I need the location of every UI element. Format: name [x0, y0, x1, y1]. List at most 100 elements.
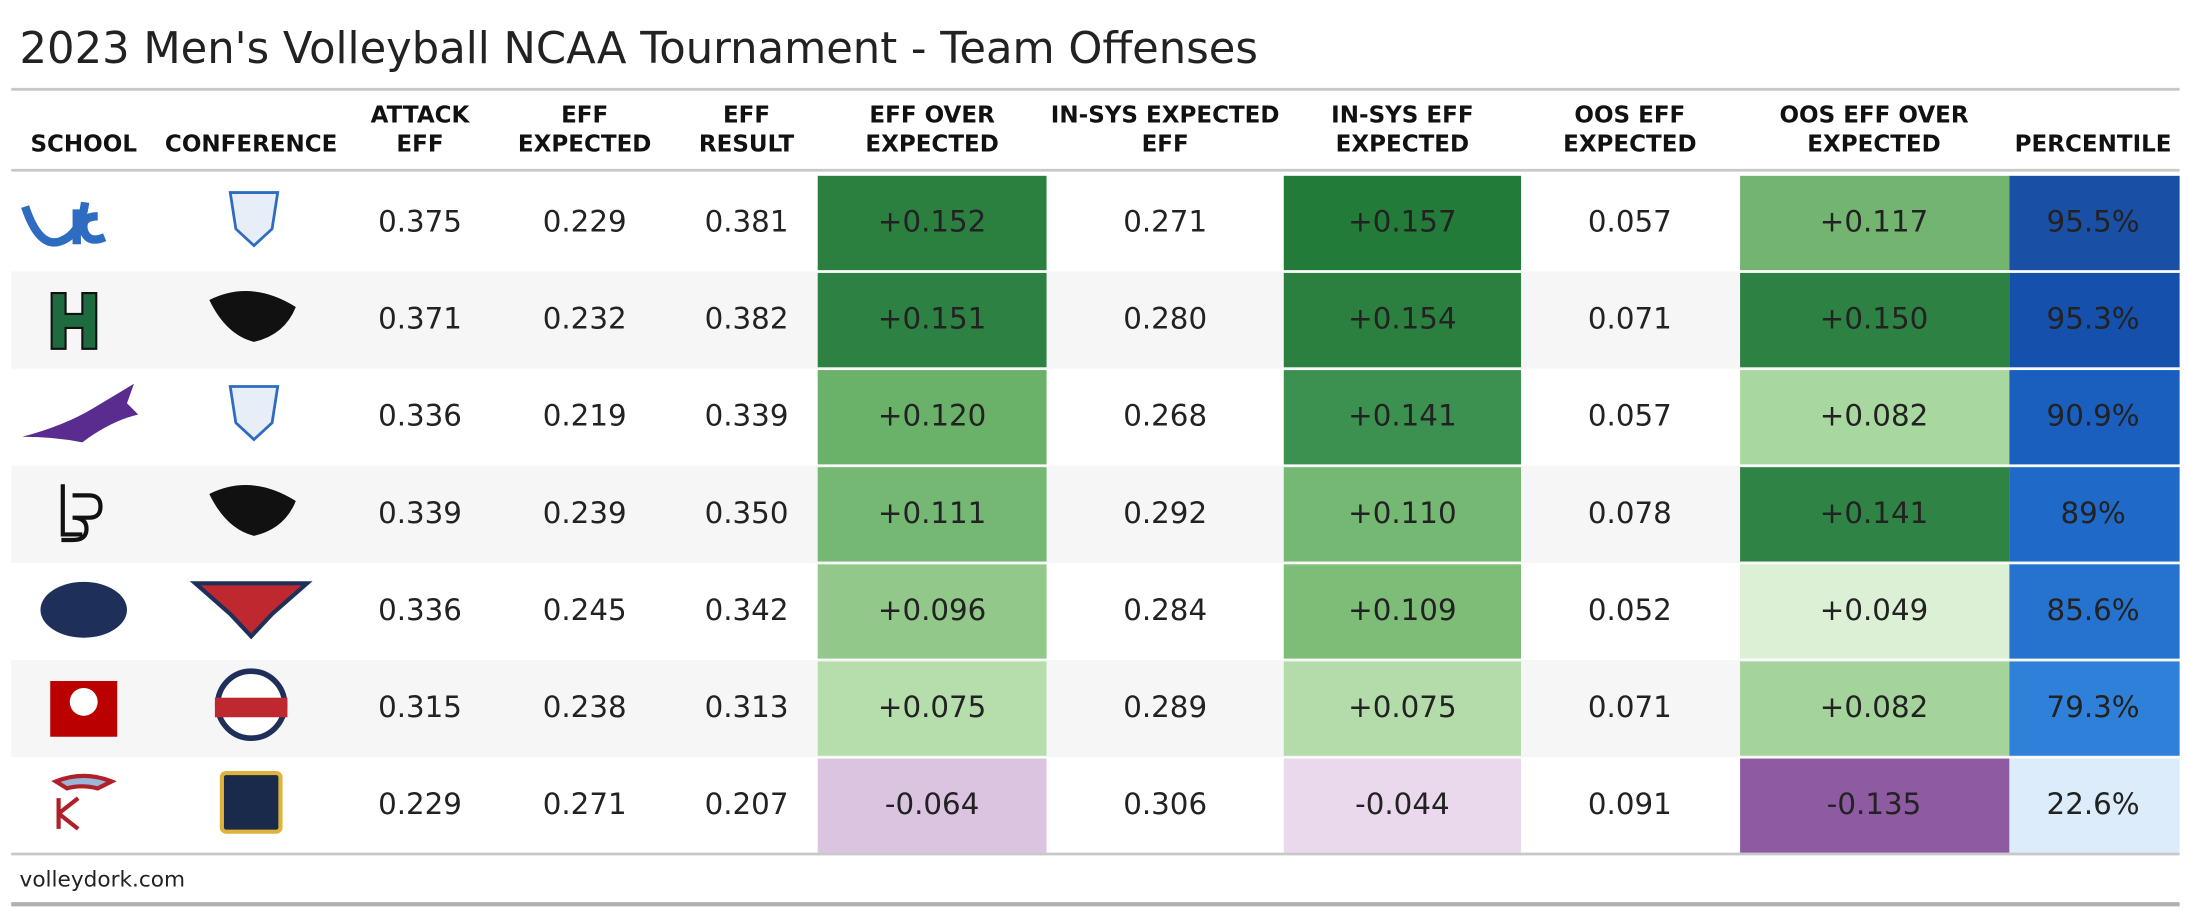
cell-value: 0.271 [1123, 204, 1207, 238]
column-header: PERCENTILE [2015, 132, 2172, 158]
cell-value: 0.339 [378, 496, 462, 530]
cell-fill [817, 272, 1047, 368]
conference-logo-band [214, 697, 288, 718]
cell-value: 0.071 [1588, 302, 1672, 336]
cell-fill [1740, 661, 2010, 756]
school-logo [60, 484, 103, 543]
cell-fill [2009, 272, 2180, 368]
cell-value: 0.375 [378, 204, 462, 238]
cell-value: 0.371 [378, 302, 462, 336]
cell-value: 85.6% [2047, 593, 2140, 627]
cell-value: 0.091 [1588, 787, 1672, 821]
school-logo [51, 773, 117, 831]
cell-value: 0.339 [705, 399, 789, 433]
cell-value: -0.064 [885, 787, 979, 821]
cell-fill [817, 467, 1047, 562]
cell-value: 0.078 [1588, 496, 1672, 530]
cell-value: 0.207 [705, 787, 789, 821]
cell-value: +0.096 [878, 593, 986, 627]
cell-value: 0.292 [1123, 496, 1207, 530]
cell-fill [1740, 370, 2010, 465]
cell-value: +0.154 [1348, 302, 1456, 336]
cell-value: 0.382 [705, 302, 789, 336]
conference-logo [228, 385, 280, 442]
cell-value: 90.9% [2047, 399, 2140, 433]
school-logo [21, 201, 107, 247]
source-note: volleydork.com [20, 868, 185, 893]
cell-value: 0.289 [1123, 690, 1207, 724]
column-header: IN-SYS EXPECTED [1051, 102, 1280, 128]
cell-value: 0.232 [543, 302, 627, 336]
cell-value: -0.135 [1827, 787, 1921, 821]
cell-fill [817, 175, 1047, 271]
cell-value: 95.5% [2047, 204, 2140, 238]
cell-value: +0.157 [1348, 204, 1456, 238]
cell-value: 0.381 [705, 204, 789, 238]
cell-value: 0.280 [1123, 302, 1207, 336]
title: 2023 Men's Volleyball NCAA Tournament - … [20, 24, 1258, 74]
column-header: EXPECTED [1563, 132, 1696, 158]
cell-fill [817, 758, 1047, 853]
cell-fill [1740, 564, 2010, 659]
conference-logo [209, 485, 296, 536]
cell-fill [1740, 467, 2010, 562]
cell-value: +0.082 [1820, 690, 1928, 724]
cell-value: 0.229 [543, 204, 627, 238]
column-header: EFF OVER [869, 102, 995, 128]
cell-value: 0.239 [543, 496, 627, 530]
cell-value: +0.141 [1820, 496, 1928, 530]
column-header: EXPECTED [1336, 132, 1469, 158]
school-logo [22, 383, 139, 443]
school-logo [40, 581, 127, 638]
cell-value: +0.111 [878, 496, 986, 530]
column-header: IN-SYS EFF [1331, 102, 1473, 128]
cell-value: 0.219 [543, 399, 627, 433]
cell-fill [1283, 175, 1521, 271]
cell-fill [2009, 758, 2180, 853]
column-header: EXPECTED [865, 132, 998, 158]
cell-value: +0.152 [878, 204, 986, 238]
cell-value: +0.110 [1348, 496, 1456, 530]
school-logo [50, 291, 98, 350]
cell-value: +0.082 [1820, 399, 1928, 433]
column-header: EFF [723, 102, 770, 128]
cell-fill [1283, 661, 1521, 756]
cell-value: 0.057 [1588, 399, 1672, 433]
cell-value: 89% [2061, 496, 2126, 530]
conference-logo [219, 770, 283, 834]
cell-fill [817, 370, 1047, 465]
cell-fill [1283, 564, 1521, 659]
cell-fill [1283, 370, 1521, 465]
cell-fill [1283, 758, 1521, 853]
column-header: OOS EFF OVER [1779, 102, 1968, 128]
column-header: EXPECTED [518, 132, 651, 158]
cell-fill [1283, 467, 1521, 562]
cell-value: 0.350 [705, 496, 789, 530]
cell-value: +0.049 [1820, 593, 1928, 627]
cell-fill [2009, 175, 2180, 271]
column-header: CONFERENCE [165, 132, 337, 158]
cell-value: 0.306 [1123, 787, 1207, 821]
cell-value: +0.109 [1348, 593, 1456, 627]
table-body: 0.375 0.229 0.381 +0.152 0.271 +0.157 0.057 +0.… [11, 175, 2180, 853]
column-header: EFF [396, 132, 443, 158]
cell-value: 0.052 [1588, 593, 1672, 627]
cell-fill [1740, 758, 2010, 853]
column-header: SCHOOL [30, 132, 137, 158]
cell-value: 0.313 [705, 690, 789, 724]
cell-fill [2009, 564, 2180, 659]
cell-value: 0.336 [378, 593, 462, 627]
cell-value: +0.075 [1348, 690, 1456, 724]
cell-value: 95.3% [2047, 302, 2140, 336]
cell-fill [817, 564, 1047, 659]
school-logo-mark [69, 687, 98, 716]
cell-value: 79.3% [2047, 690, 2140, 724]
cell-fill [1740, 175, 2010, 271]
cell-fill [817, 661, 1047, 756]
cell-value: +0.120 [878, 399, 986, 433]
cell-value: -0.044 [1355, 787, 1449, 821]
cell-fill [1740, 272, 2010, 368]
column-header: EFF [561, 102, 608, 128]
cell-value: 0.229 [378, 787, 462, 821]
